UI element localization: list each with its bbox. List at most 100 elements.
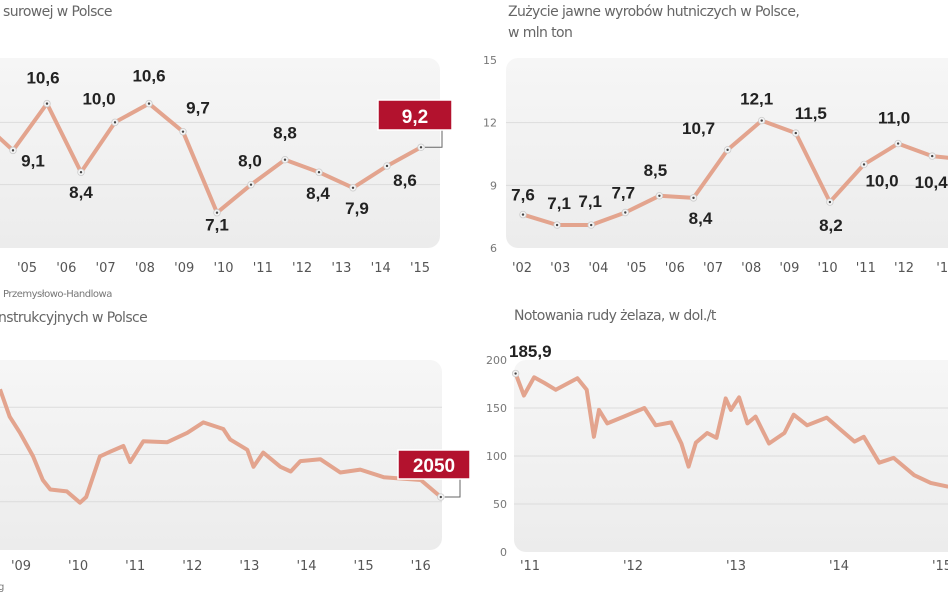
x-tick-label: '12 (292, 261, 312, 276)
highlight-connector (425, 130, 443, 148)
data-point-center (521, 213, 525, 216)
series-line (0, 101, 422, 215)
data-label: 8,4 (306, 184, 330, 203)
chart-bottom-left: 2050 '09 '10 '11 '12 '13 '14 '15 '16 (0, 388, 471, 574)
data-label: 10,0 (865, 171, 898, 190)
x-tick-label: '11 (520, 559, 540, 574)
data-point-center (79, 171, 83, 174)
x-tick-label: '10 (818, 261, 838, 276)
data-label: 7,1 (205, 216, 229, 235)
x-tick-label: '06 (56, 261, 76, 276)
x-tick-label: '14 (371, 261, 391, 276)
chart-subtitle-top-right: w mln ton (508, 25, 572, 41)
x-tick-label: '05 (627, 261, 647, 276)
data-point-center (624, 211, 627, 214)
data-point-center (896, 142, 900, 145)
chart-top-right: 7,6 7,1 7,1 7,7 8,5 8,4 10,7 12,1 11,5 8,2 10,0 11,… (483, 54, 948, 276)
data-label: 10,7 (682, 119, 715, 138)
y-tick-label: 150 (486, 402, 507, 415)
data-point-center (11, 149, 15, 152)
data-label: 185,9 (509, 342, 552, 361)
data-point-center (794, 131, 797, 135)
x-tick-label: '10 (68, 559, 88, 574)
chart-title-top-left: surowej w Polsce (3, 4, 112, 20)
data-point-center (113, 121, 117, 124)
data-label: 7,7 (611, 183, 635, 202)
highlight-label: 2050 (413, 456, 455, 477)
x-tick-label: '12 (182, 559, 202, 574)
x-tick-label: '11 (253, 261, 273, 276)
x-tick-label: '05 (17, 261, 37, 276)
data-point-center (726, 148, 729, 152)
series-line (0, 388, 443, 505)
data-point-center (514, 372, 517, 375)
x-tick-label: '07 (703, 261, 723, 276)
x-tick-label: '02 (512, 261, 532, 276)
x-tick-label: '13 (239, 559, 259, 574)
data-label: 8,4 (69, 183, 93, 202)
data-point-center (419, 146, 423, 149)
data-point-center (249, 183, 253, 186)
x-tick-label: '14 (296, 559, 316, 574)
x-tick-label: '13 (726, 559, 746, 574)
y-tick-label: 100 (486, 450, 507, 463)
highlight-box (397, 449, 471, 480)
data-point-center (555, 223, 559, 227)
highlight-box (377, 99, 453, 131)
highlight-connector (444, 479, 461, 498)
data-point-center (215, 211, 219, 214)
panel-top-left (0, 58, 440, 248)
data-label: 10,4 (915, 173, 948, 192)
data-point-center (931, 154, 934, 158)
x-tick-label: '04 (588, 261, 608, 276)
data-point-center (147, 102, 151, 105)
data-label: 7,6 (511, 186, 535, 205)
data-point-center (658, 194, 661, 197)
chart-title-bottom-right: Notowania rudy żelaza, w dol./t (514, 308, 717, 324)
x-tick-label: '12 (623, 559, 643, 574)
y-tick-label: 12 (483, 117, 497, 130)
data-point-center (385, 164, 389, 168)
x-tick-label: '15 (410, 261, 430, 276)
highlight-label: 9,2 (402, 107, 428, 128)
data-label: 8,0 (238, 152, 262, 171)
x-tick-label: '03 (550, 261, 570, 276)
data-label: 9,1 (21, 151, 45, 170)
x-tick-label: '14 (829, 559, 849, 574)
data-point-center (760, 119, 763, 122)
x-tick-label: '08 (135, 261, 155, 276)
x-tick-label: '16 (411, 559, 431, 574)
x-tick-label: '09 (779, 261, 799, 276)
source-top-left: Przemysłowo-Handlowa (3, 289, 112, 300)
data-point-center (181, 130, 185, 133)
y-tick-label: 9 (490, 179, 497, 192)
data-label: 7,9 (345, 199, 369, 218)
chart-top-left: 9,1 10,6 8,4 10,0 10,6 9,7 7,1 8,0 8,8 8,4 7,9 8,6 9… (0, 67, 453, 276)
data-label: 9,7 (186, 99, 210, 118)
data-point-center (590, 223, 593, 227)
data-label: 10,6 (26, 69, 59, 88)
data-label: 8,2 (819, 216, 843, 235)
data-label: 8,6 (393, 171, 417, 190)
y-tick-label: 6 (490, 242, 497, 255)
data-point-center (828, 200, 832, 204)
y-tick-label: 15 (483, 54, 497, 67)
source-bottom-left: g (0, 582, 4, 593)
data-point-center (692, 196, 695, 200)
x-tick-label: '07 (96, 261, 116, 276)
series-line (513, 372, 948, 489)
chart-title-top-right: Zużycie jawne wyrobów hutniczych w Polsc… (508, 4, 799, 20)
y-tick-label: 0 (500, 546, 507, 559)
data-point-center (283, 158, 287, 161)
chart-title-bottom-left: nstrukcyjnych w Polsce (0, 310, 147, 326)
y-tick-label: 200 (486, 354, 507, 367)
x-tick-label: '11 (125, 559, 145, 574)
x-tick-label: '09 (174, 261, 194, 276)
data-label: 8,8 (273, 124, 297, 143)
x-tick-label: '13 (331, 261, 351, 276)
y-tick-label: 50 (493, 498, 507, 511)
x-tick-label: '12 (894, 261, 914, 276)
x-tick-label: '1 (936, 261, 948, 276)
data-point-center (351, 186, 355, 189)
